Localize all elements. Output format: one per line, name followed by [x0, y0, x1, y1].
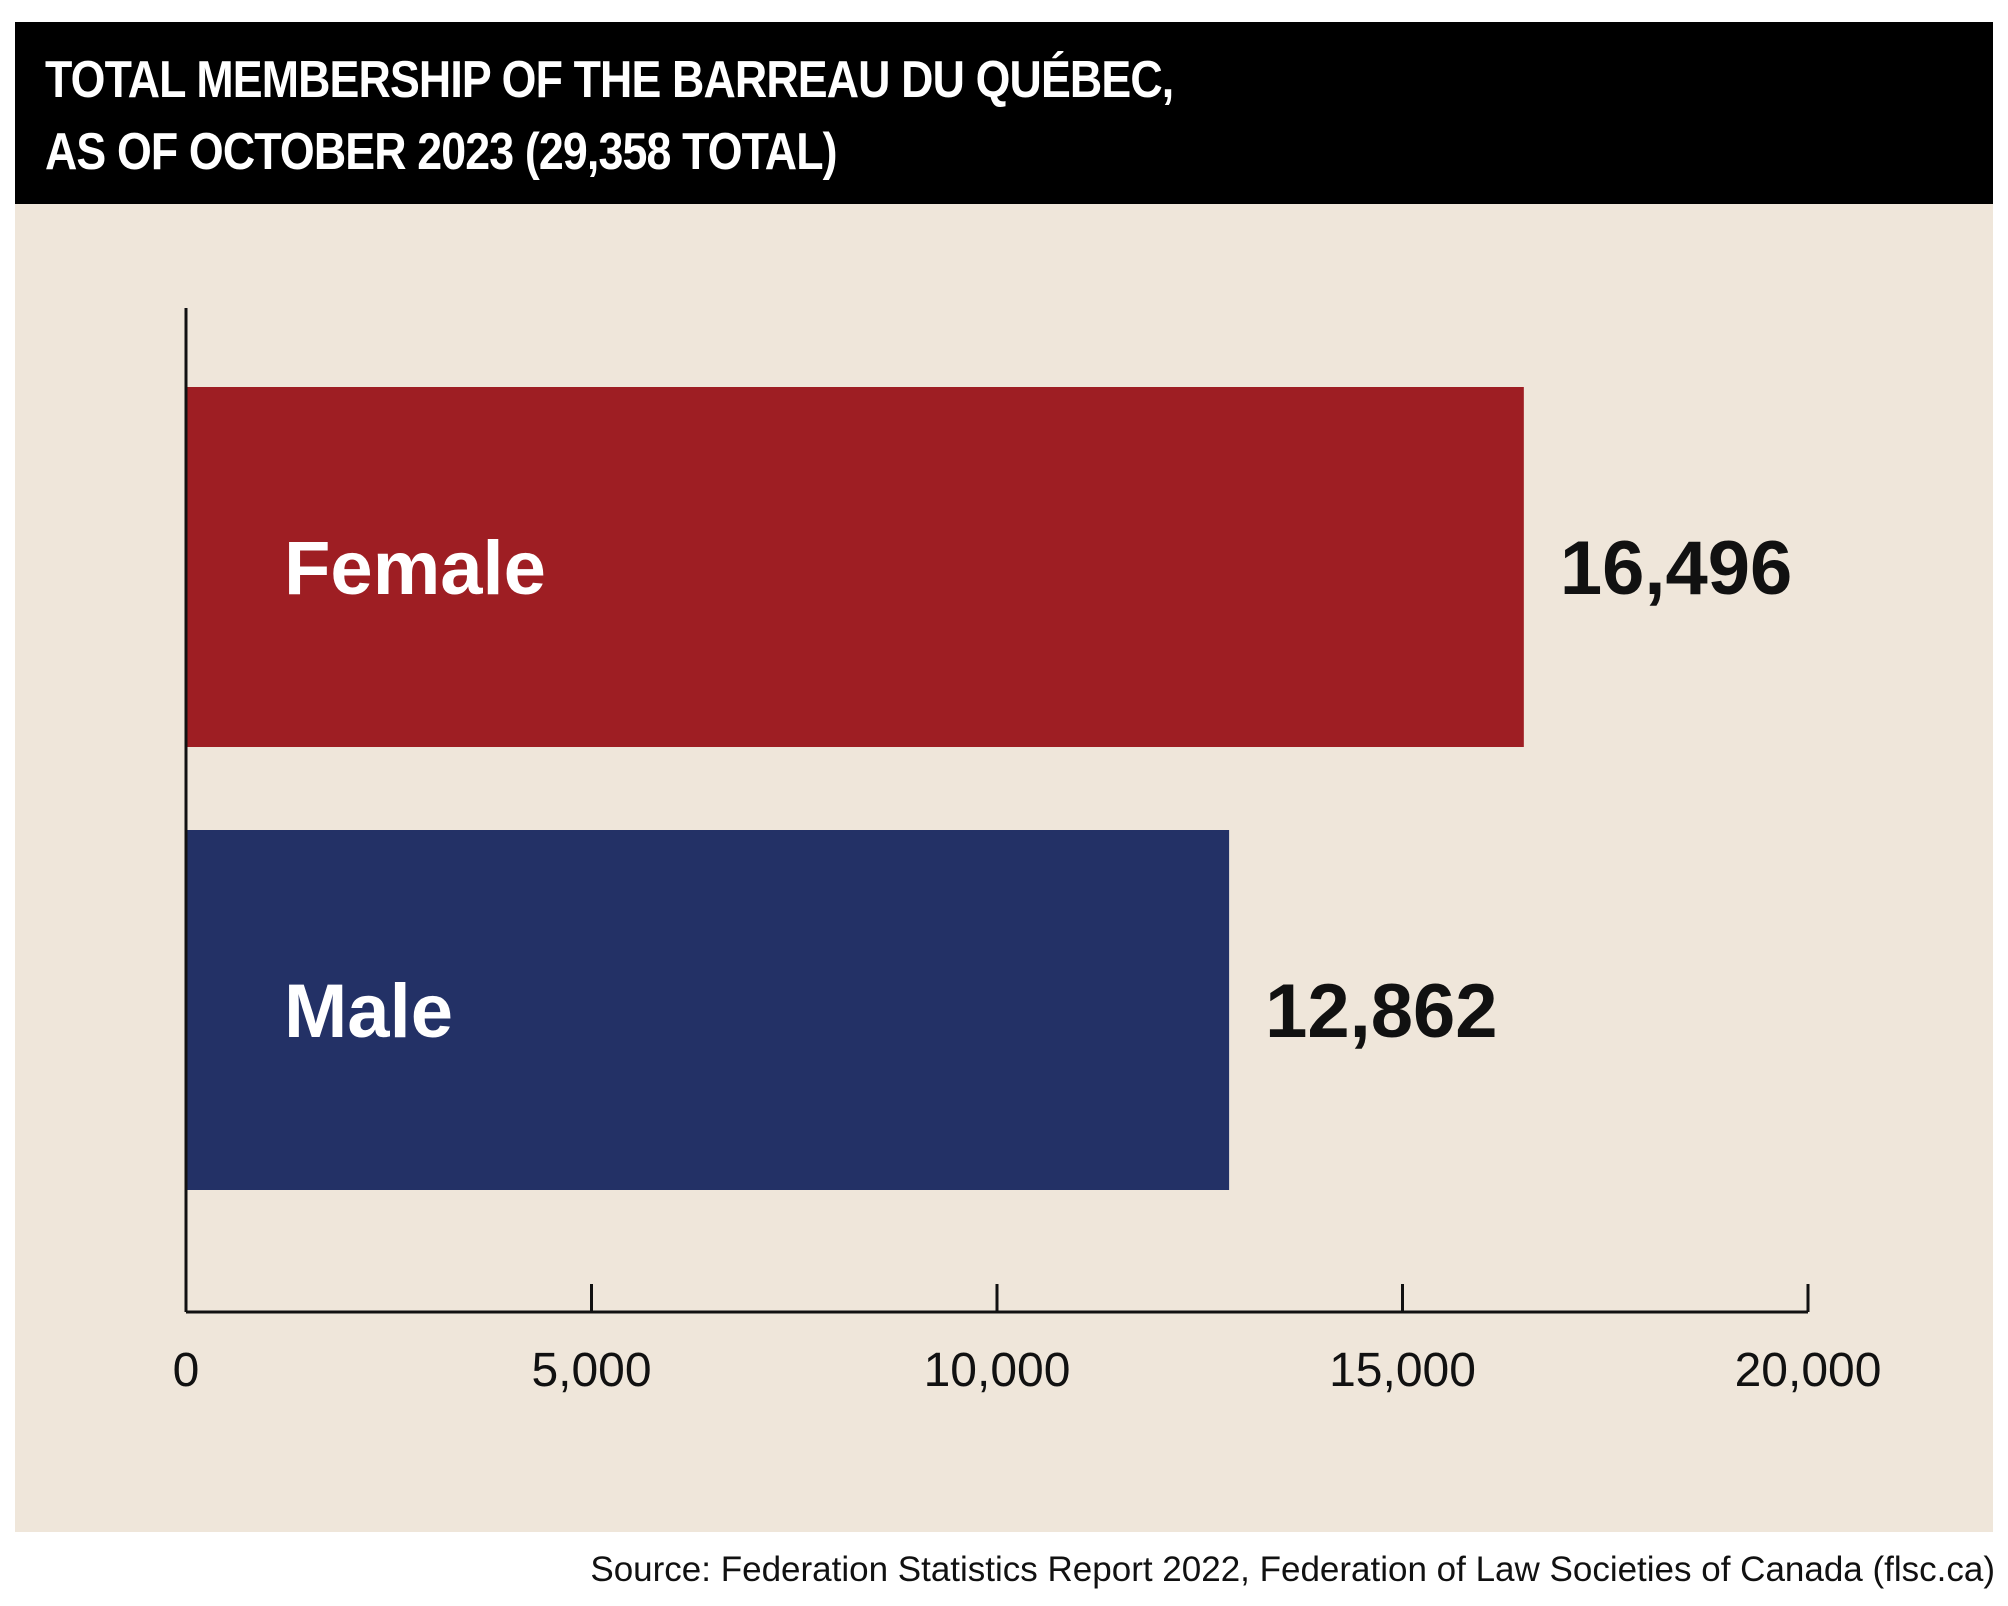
value-label-male: 12,862: [1265, 969, 1497, 1054]
x-tick-label-5000: 5,000: [531, 1344, 651, 1397]
x-tick-label-15000: 15,000: [1329, 1344, 1476, 1397]
chart-title-line-1: TOTAL MEMBERSHIP OF THE BARREAU DU QUÉBE…: [45, 51, 1174, 109]
bar-female: [186, 387, 1524, 747]
bar-label-female: Female: [284, 526, 546, 611]
chart-panel: [15, 22, 1993, 1532]
x-tick-label-20000: 20,000: [1735, 1344, 1882, 1397]
value-label-female: 16,496: [1560, 526, 1792, 611]
bar-male: [186, 830, 1230, 1190]
x-tick-label-10000: 10,000: [924, 1344, 1071, 1397]
chart-title-line-2: AS OF OCTOBER 2023 (29,358 TOTAL): [45, 123, 838, 181]
bar-label-male: Male: [284, 969, 453, 1054]
title-bar: TOTAL MEMBERSHIP OF THE BARREAU DU QUÉBE…: [15, 22, 1993, 204]
x-tick-label-0: 0: [173, 1344, 200, 1397]
source-note: Source: Federation Statistics Report 202…: [590, 1550, 1995, 1589]
